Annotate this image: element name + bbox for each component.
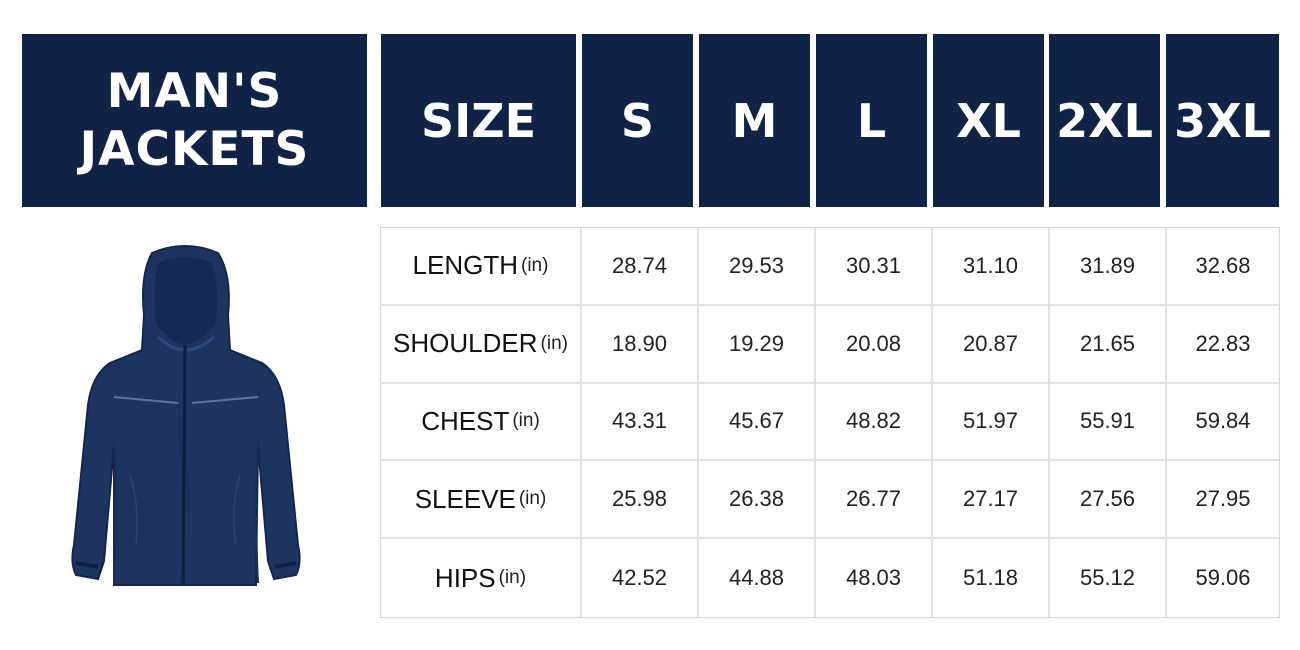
- size-header-xl: XL: [933, 34, 1044, 207]
- size-header-l: L: [816, 34, 927, 207]
- table-cell: 42.52: [582, 539, 699, 617]
- table-cell: 20.08: [816, 305, 933, 384]
- table-cell: 27.95: [1167, 461, 1279, 540]
- table-cell: 31.10: [933, 228, 1050, 306]
- table-cell: 21.65: [1050, 305, 1167, 384]
- table-cell: 44.88: [699, 539, 816, 617]
- size-header: SIZE: [381, 34, 576, 207]
- table-cell: 27.17: [933, 461, 1050, 540]
- row-label: SLEEVE (in): [381, 461, 582, 540]
- table-cell: 31.89: [1050, 228, 1167, 306]
- table-cell: 29.53: [699, 228, 816, 306]
- table-cell: 55.12: [1050, 539, 1167, 617]
- title-line-2: JACKETS: [79, 121, 310, 177]
- table-cell: 43.31: [582, 383, 699, 462]
- table-cell: 30.31: [816, 228, 933, 306]
- measure-name: HIPS: [434, 562, 496, 593]
- table-cell: 19.29: [699, 305, 816, 384]
- table-cell: 22.83: [1167, 306, 1279, 384]
- table-cell: 20.87: [933, 305, 1050, 384]
- measure-name: SHOULDER: [393, 328, 538, 359]
- size-table: LENGTH (in) 28.74 29.53 30.31 31.10 31.89…: [380, 227, 1280, 618]
- jacket-image: [71, 245, 301, 586]
- row-label: SHOULDER (in): [381, 305, 582, 384]
- measure-unit: (in): [498, 567, 527, 589]
- size-header-2xl: 2XL: [1049, 34, 1160, 207]
- measure-unit: (in): [540, 332, 568, 354]
- size-header-s: S: [582, 34, 693, 207]
- table-cell: 26.77: [816, 461, 933, 540]
- table-cell: 59.84: [1167, 384, 1279, 462]
- measure-unit: (in): [521, 254, 549, 276]
- table-cell: 45.67: [699, 383, 816, 462]
- row-label: CHEST (in): [381, 383, 582, 462]
- table-cell: 26.38: [699, 461, 816, 540]
- measure-unit: (in): [512, 410, 540, 432]
- measure-unit: (in): [518, 488, 547, 510]
- size-header-m: M: [699, 34, 810, 207]
- table-cell: 59.06: [1195, 565, 1251, 591]
- table-cell: 28.74: [582, 228, 699, 306]
- table-cell: 48.82: [816, 383, 933, 462]
- title-line-1: MAN'S: [106, 63, 283, 119]
- table-cell: 25.98: [582, 461, 699, 540]
- table-cell: 48.03: [816, 539, 933, 617]
- chart-title-box: MAN'S JACKETS: [22, 34, 367, 207]
- table-cell: 18.90: [582, 305, 699, 384]
- table-cell: 55.91: [1050, 383, 1167, 462]
- size-header-3xl: 3XL: [1166, 34, 1279, 207]
- measure-name: LENGTH: [412, 250, 518, 281]
- table-cell: 51.97: [933, 383, 1050, 462]
- row-label: LENGTH (in): [381, 228, 582, 306]
- measure-name: CHEST: [421, 405, 510, 436]
- row-label: HIPS (in): [381, 539, 582, 617]
- table-cell: 51.18: [933, 539, 1050, 617]
- table-cell: 32.68: [1167, 228, 1279, 306]
- measure-name: SLEEVE: [414, 483, 516, 514]
- table-cell: 27.56: [1050, 461, 1167, 540]
